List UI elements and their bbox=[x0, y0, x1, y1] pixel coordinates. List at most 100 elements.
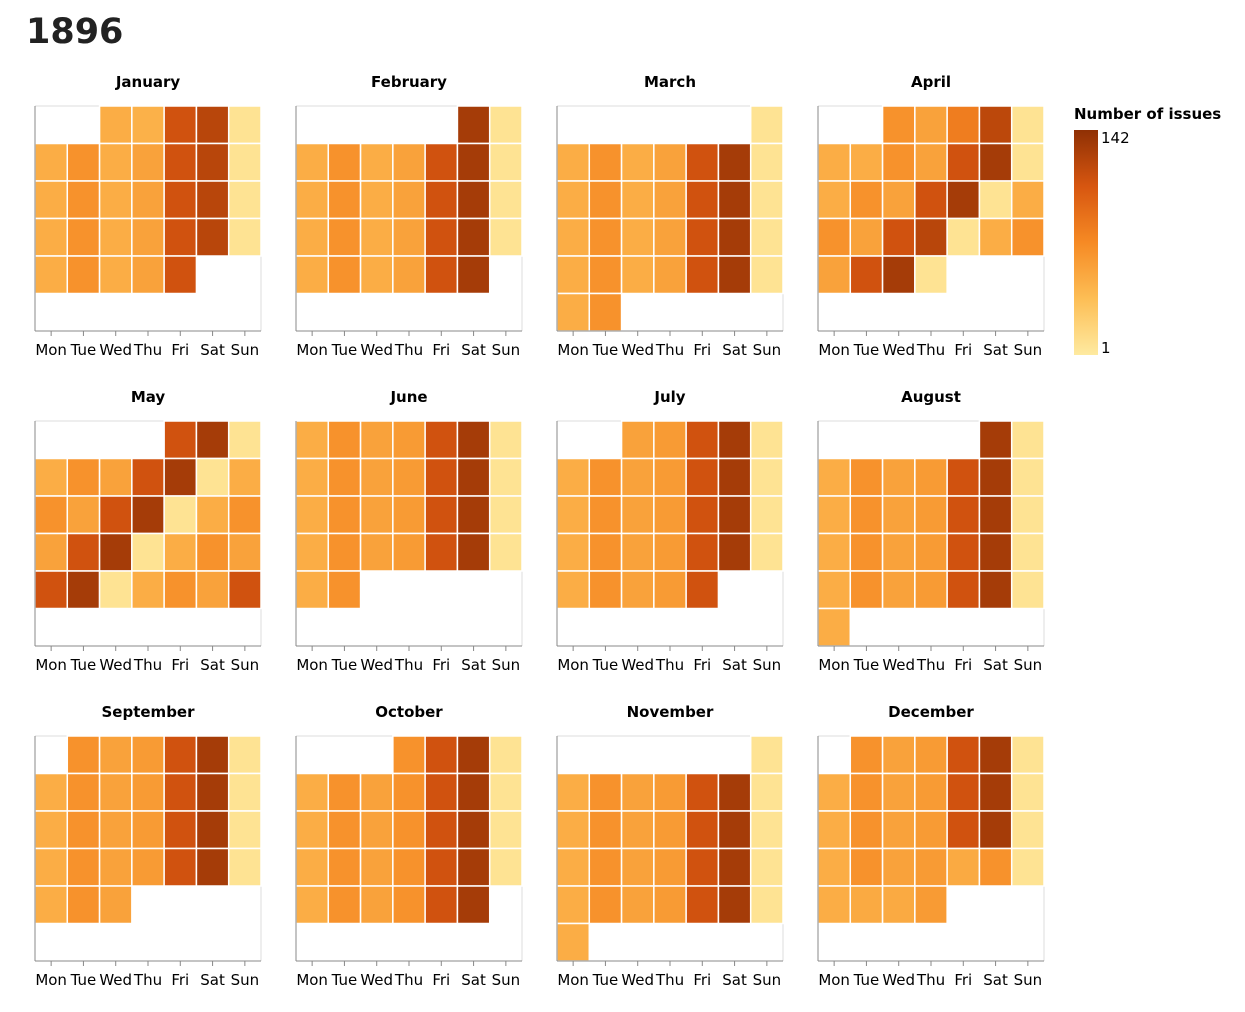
day-cell bbox=[978, 810, 1013, 850]
day-cell bbox=[881, 457, 916, 497]
day-cell bbox=[295, 532, 330, 572]
day-cell bbox=[849, 772, 884, 812]
day-cell bbox=[749, 495, 784, 535]
weekday-tick-label: Fri bbox=[693, 656, 711, 674]
day-cell bbox=[1010, 847, 1045, 887]
day-cell bbox=[817, 142, 852, 182]
day-cell bbox=[946, 495, 981, 535]
day-cell bbox=[163, 495, 198, 535]
weekday-tick-label: Sun bbox=[753, 656, 782, 674]
day-cell bbox=[66, 142, 101, 182]
month-panel-january: January Mon Tue Wed Thu Fri Sat Sun bbox=[34, 73, 262, 359]
day-cell bbox=[392, 142, 426, 182]
day-cell bbox=[978, 142, 1013, 182]
day-cell bbox=[295, 570, 330, 610]
weekday-tick-label: Fri bbox=[432, 341, 450, 359]
weekday-tick-label: Wed bbox=[360, 656, 393, 674]
weekday-tick-label: Tue bbox=[331, 656, 358, 674]
day-cell bbox=[620, 570, 655, 610]
day-cell bbox=[685, 810, 720, 850]
day-cell bbox=[131, 495, 165, 535]
day-cell bbox=[1010, 142, 1045, 182]
weekday-tick-label: Sun bbox=[753, 971, 782, 989]
day-cell bbox=[817, 532, 852, 572]
day-cell bbox=[392, 420, 426, 460]
legend-color-bar bbox=[1074, 130, 1098, 355]
month-title: August bbox=[901, 388, 961, 406]
day-cell bbox=[131, 217, 165, 257]
day-cell bbox=[488, 495, 523, 535]
day-cell bbox=[488, 217, 523, 257]
day-cell bbox=[227, 847, 262, 887]
weekday-tick-label: Mon bbox=[35, 656, 67, 674]
weekday-tick-label: Mon bbox=[35, 971, 67, 989]
day-cell bbox=[195, 735, 230, 775]
day-cell bbox=[456, 457, 491, 497]
day-cell bbox=[717, 142, 752, 182]
day-cell bbox=[914, 847, 948, 887]
day-cell bbox=[424, 255, 459, 295]
weekday-tick-label: Fri bbox=[954, 971, 972, 989]
day-cell bbox=[227, 495, 262, 535]
day-cell bbox=[488, 142, 523, 182]
day-cell bbox=[392, 847, 426, 887]
weekday-tick-label: Tue bbox=[853, 971, 880, 989]
day-cell bbox=[817, 772, 852, 812]
day-cell bbox=[227, 570, 262, 610]
day-cell bbox=[34, 217, 69, 257]
day-cell bbox=[295, 180, 330, 220]
day-cell bbox=[195, 772, 230, 812]
day-cell bbox=[327, 180, 362, 220]
day-cell bbox=[227, 532, 262, 572]
day-cell bbox=[685, 142, 720, 182]
day-cell bbox=[588, 142, 623, 182]
day-cell bbox=[717, 217, 752, 257]
day-cell bbox=[717, 420, 752, 460]
day-cell bbox=[556, 922, 591, 962]
day-cell bbox=[163, 142, 198, 182]
day-cell bbox=[946, 142, 981, 182]
day-cell bbox=[978, 495, 1013, 535]
month-panel-february: February Mon Tue Wed Thu Fri Sat Sun bbox=[295, 73, 523, 359]
day-cell bbox=[914, 735, 948, 775]
weekday-tick-label: Sat bbox=[200, 971, 225, 989]
day-cell bbox=[424, 180, 459, 220]
day-cell bbox=[392, 180, 426, 220]
day-cell bbox=[749, 180, 784, 220]
day-cell bbox=[34, 810, 69, 850]
day-cell bbox=[685, 457, 720, 497]
day-cell bbox=[620, 255, 655, 295]
day-cell bbox=[295, 142, 330, 182]
month-panel-march: March Mon Tue Wed Thu Fri Sat Sun bbox=[556, 73, 784, 359]
day-cell bbox=[227, 457, 262, 497]
day-cell bbox=[914, 142, 948, 182]
day-cell bbox=[195, 570, 230, 610]
day-cell bbox=[620, 532, 655, 572]
day-cell bbox=[685, 495, 720, 535]
day-cell bbox=[685, 180, 720, 220]
day-cell bbox=[978, 420, 1013, 460]
day-cell bbox=[620, 180, 655, 220]
day-cell bbox=[978, 772, 1013, 812]
day-cell bbox=[881, 885, 916, 925]
weekday-tick-label: Sun bbox=[492, 971, 521, 989]
day-cell bbox=[34, 772, 69, 812]
day-cell bbox=[359, 420, 394, 460]
day-cell bbox=[163, 810, 198, 850]
weekday-tick-label: Thu bbox=[133, 656, 162, 674]
month-title: October bbox=[375, 703, 443, 721]
day-cell bbox=[717, 532, 752, 572]
day-cell bbox=[456, 532, 491, 572]
day-cell bbox=[392, 457, 426, 497]
day-cell bbox=[424, 457, 459, 497]
day-cell bbox=[914, 457, 948, 497]
day-cell bbox=[914, 255, 948, 295]
day-cell bbox=[653, 772, 687, 812]
day-cell bbox=[653, 885, 687, 925]
weekday-tick-label: Mon bbox=[35, 341, 67, 359]
day-cell bbox=[488, 847, 523, 887]
day-cell bbox=[359, 457, 394, 497]
month-panel-july: July Mon Tue Wed Thu Fri Sat Sun bbox=[556, 388, 784, 674]
day-cell bbox=[749, 885, 784, 925]
day-cell bbox=[881, 772, 916, 812]
